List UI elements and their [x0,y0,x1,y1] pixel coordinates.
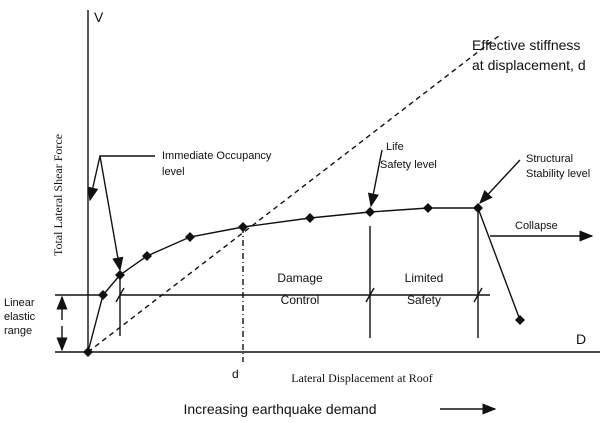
curve-point [365,207,375,217]
linear-range [55,294,103,353]
linear-elastic: Linear elastic range [4,297,36,337]
stiffness-label: Effective stiffness at displacement, d [472,37,586,73]
structural-stability: Structural Stability level [526,153,590,180]
curve-point [473,203,483,213]
curve-point [142,251,152,261]
ss-arrow [479,159,521,205]
ls-arrow [367,149,383,208]
curve-point [185,232,195,242]
immediate-occupancy: Immediate Occupancy level [162,150,272,178]
performance-lines [115,211,490,338]
damage-control: Damage Control [277,271,323,307]
curve-point [423,203,433,213]
curve-point [305,213,315,223]
stiffness-line [87,34,501,353]
x-symbol: D [576,331,586,347]
y-axis-label: Total Lateral Shear Force [51,134,65,256]
curve-point [515,315,525,325]
x-axis-label: Lateral Displacement at Roof [291,371,433,385]
footer: Increasing earthquake demand [183,401,376,417]
d-marker: d [232,367,239,381]
curve-point [115,270,125,280]
life-safety: Life Safety level [380,141,437,171]
curve-point [238,222,248,232]
limited-safety: Limited Safety [405,271,444,307]
io-arrow [87,155,101,202]
collapse: Collapse [515,220,558,232]
y-symbol: V [94,9,104,25]
